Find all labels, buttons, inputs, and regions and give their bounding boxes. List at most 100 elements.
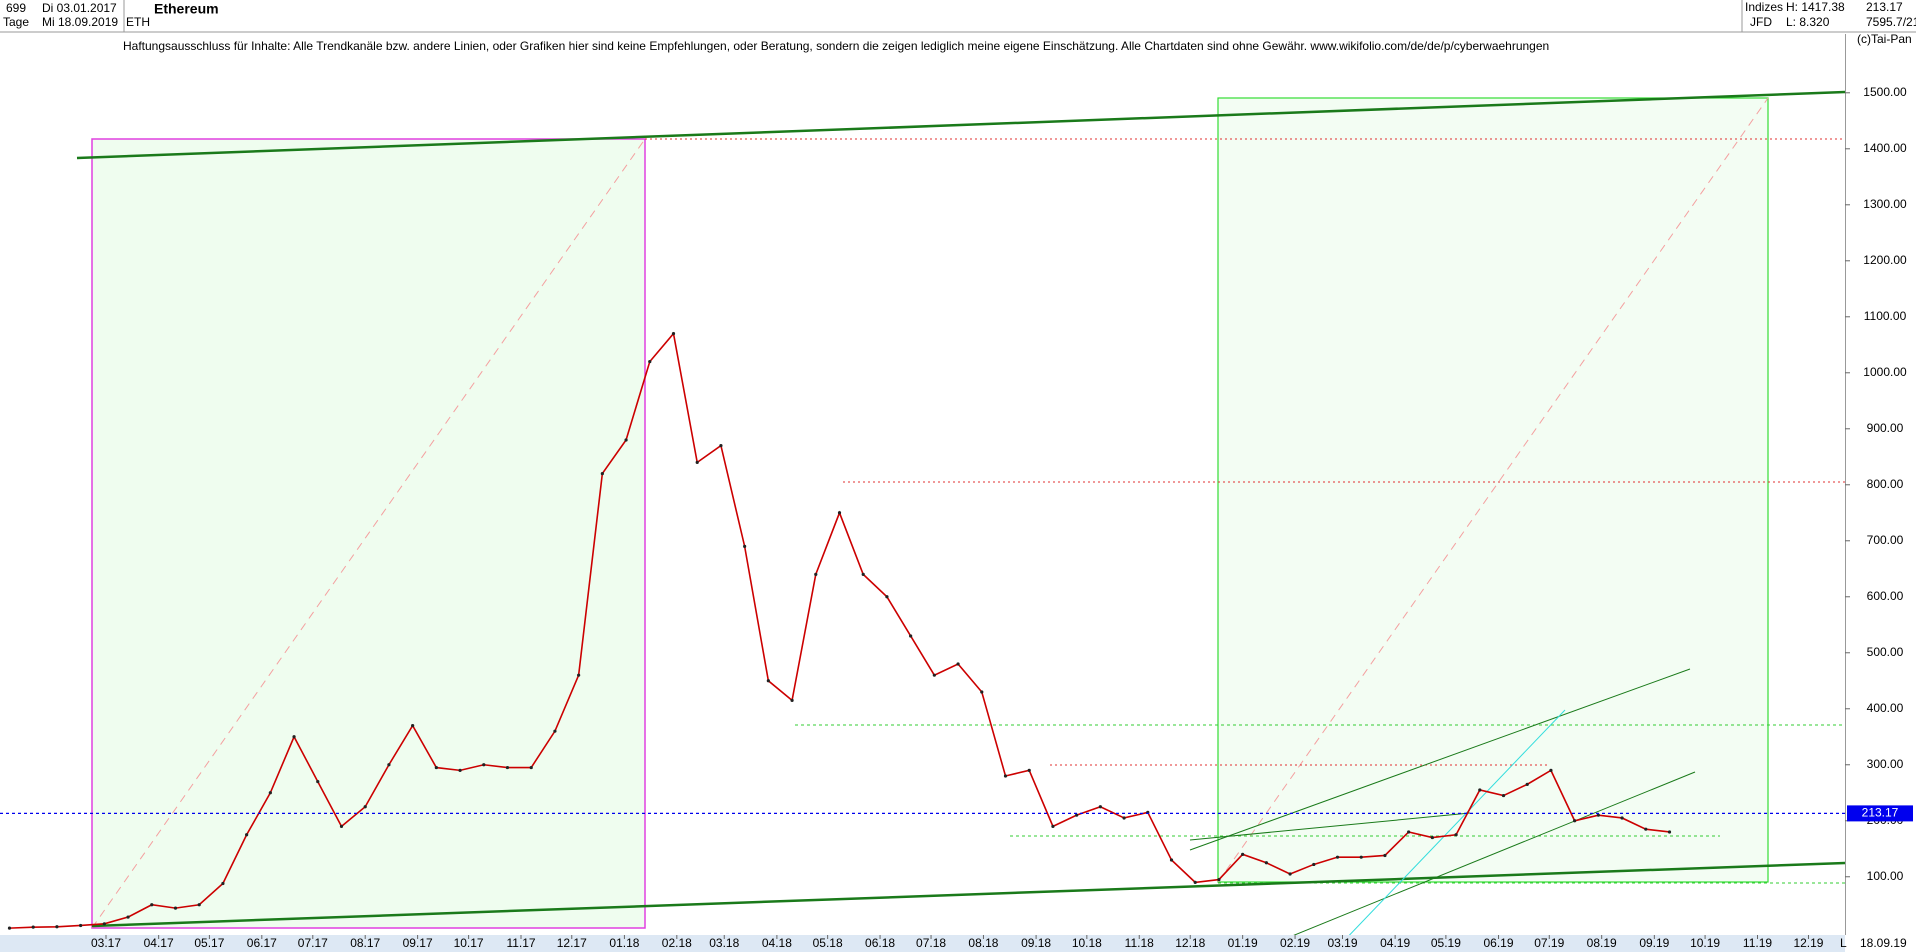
price-point <box>1454 833 1458 837</box>
price-point <box>1525 782 1529 786</box>
trend-line <box>1339 709 1566 946</box>
period[interactable]: Tage <box>3 15 29 29</box>
start-date[interactable]: Di 03.01.2017 <box>42 1 117 15</box>
price-point <box>909 634 913 638</box>
y-tick-label: 900.00 <box>1867 421 1904 435</box>
price-point <box>1003 774 1008 778</box>
y-tick-label: 1400.00 <box>1863 141 1907 155</box>
y-tick-label: 1300.00 <box>1863 197 1907 211</box>
price-point <box>1027 768 1031 772</box>
x-tick-label: 11.18 <box>1125 936 1154 950</box>
price-point <box>79 923 83 928</box>
price-point <box>1193 880 1197 884</box>
x-tick-label: 11.19 <box>1743 936 1772 950</box>
price-point <box>102 922 106 926</box>
price-point <box>268 791 272 795</box>
y-tick-label: 1000.00 <box>1863 365 1907 379</box>
price-point <box>1549 768 1553 772</box>
x-tick-label: 09.19 <box>1639 936 1669 950</box>
x-axis-bar <box>0 935 1845 952</box>
x-tick-label: 10.18 <box>1072 936 1102 950</box>
y-tick-label: 400.00 <box>1867 701 1904 715</box>
price-point <box>861 572 865 576</box>
source: JFD <box>1750 15 1772 29</box>
price-point <box>790 698 794 702</box>
price-point <box>1288 872 1292 876</box>
price-point <box>363 805 367 809</box>
price-point <box>245 833 249 837</box>
price-point <box>1312 862 1316 867</box>
x-tick-label: 02.19 <box>1280 936 1310 950</box>
price-point <box>1241 852 1245 856</box>
x-tick-label: 12.17 <box>557 936 587 950</box>
x-tick-label: 01.18 <box>609 936 639 950</box>
high: H: 1417.38 <box>1786 0 1845 14</box>
scale-mode[interactable]: L <box>1840 936 1847 950</box>
y-tick-label: 1200.00 <box>1863 253 1907 267</box>
x-tick-label: 05.17 <box>194 936 224 950</box>
price-point <box>339 824 344 828</box>
y-tick-label: 600.00 <box>1867 589 1904 603</box>
instrument-name: Ethereum <box>154 1 219 17</box>
price-point <box>1335 855 1340 859</box>
header-bar <box>0 0 1916 32</box>
price-point <box>1051 824 1055 828</box>
price-point <box>932 673 936 677</box>
price-point <box>671 331 676 336</box>
y-tick-label: 300.00 <box>1867 757 1904 771</box>
price-point <box>1478 788 1482 792</box>
x-tick-label: 12.18 <box>1175 936 1205 950</box>
annotations <box>76 90 1846 946</box>
price-point <box>1501 793 1506 798</box>
x-tick-label: 04.18 <box>762 936 792 950</box>
x-tick-label: 07.19 <box>1534 936 1564 950</box>
last-price-label: 213.17 <box>1862 806 1899 820</box>
copyright: (c)Tai-Pan <box>1857 32 1912 46</box>
group: Indizes <box>1745 0 1783 14</box>
price-point <box>1596 813 1600 817</box>
x-tick-label: 01.19 <box>1228 936 1258 950</box>
price-point <box>31 925 35 929</box>
x-tick-label: 08.19 <box>1587 936 1617 950</box>
x-tick-label: 10.17 <box>454 936 484 950</box>
price-point <box>434 765 438 770</box>
x-tick-label: 06.19 <box>1484 936 1514 950</box>
x-tick-label: 02.18 <box>662 936 692 950</box>
x-tick-label: 03.18 <box>709 936 739 950</box>
price-point <box>411 723 415 728</box>
x-tick-label: 11.17 <box>506 936 535 950</box>
price-point <box>624 438 628 442</box>
price-point <box>529 765 533 770</box>
price-point <box>814 572 818 576</box>
y-tick-label: 500.00 <box>1867 645 1904 659</box>
disclaimer: Haftungsausschluss für Inhalte: Alle Tre… <box>123 39 1549 53</box>
y-tick-label: 700.00 <box>1867 533 1904 547</box>
price-point <box>980 690 984 694</box>
diagonal <box>91 138 646 929</box>
x-tick-label: 04.19 <box>1380 936 1410 950</box>
price-point <box>55 925 59 929</box>
price-point <box>221 881 225 886</box>
x-tick-label: 06.17 <box>247 936 277 950</box>
x-tick-label: 05.18 <box>813 936 843 950</box>
price-point <box>150 903 154 907</box>
price-point <box>600 471 604 476</box>
price-point <box>126 915 130 919</box>
end-date[interactable]: Mi 18.09.2019 <box>42 15 118 29</box>
price-point <box>648 359 652 364</box>
price-point <box>1264 861 1268 865</box>
x-tick-label: 08.18 <box>968 936 998 950</box>
symbol: ETH <box>126 15 150 29</box>
price-point <box>197 903 201 907</box>
x-tick-label: 05.19 <box>1431 936 1461 950</box>
trend-line <box>1189 812 1471 841</box>
count[interactable]: 699 <box>6 1 26 15</box>
trend-channel <box>91 861 1846 928</box>
price-point <box>1383 853 1387 858</box>
low: L: 8.320 <box>1786 15 1830 29</box>
y-tick-label: 1100.00 <box>1864 309 1907 323</box>
price-point <box>1620 816 1624 820</box>
x-tick-label: 10.19 <box>1690 936 1720 950</box>
price-point <box>719 443 723 448</box>
